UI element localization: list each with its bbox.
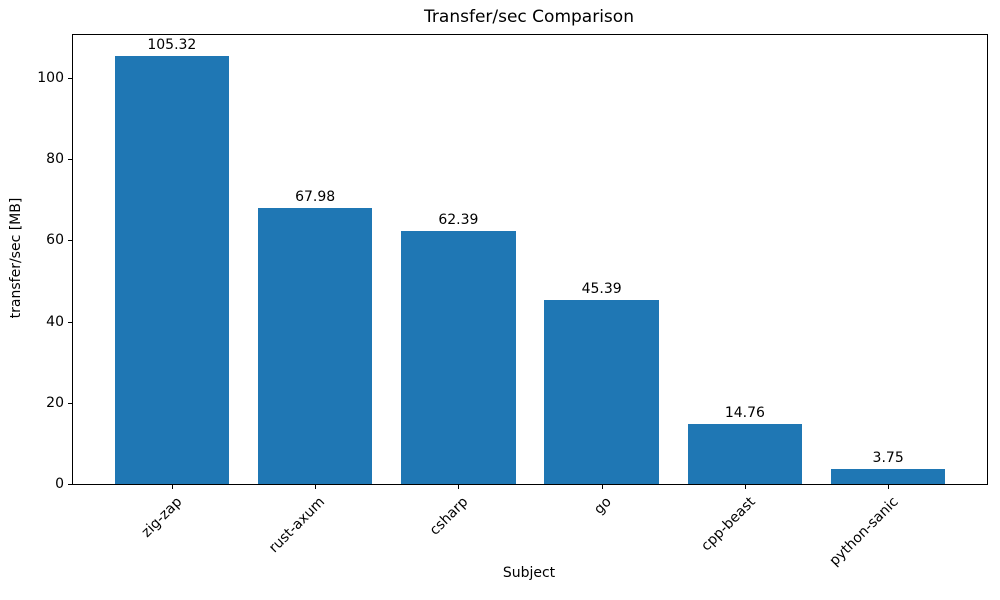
- y-tick-label: 20: [46, 394, 64, 411]
- y-tick-label: 80: [46, 151, 64, 168]
- x-tick-mark: [744, 484, 746, 489]
- x-tick-label-rust-axum: rust-axum: [266, 494, 329, 557]
- x-tick-mark: [171, 484, 173, 489]
- x-tick-label-csharp: csharp: [427, 494, 472, 539]
- bar-value-label: 67.98: [295, 189, 336, 206]
- x-tick-mark: [315, 484, 317, 489]
- y-tick-label: 60: [46, 232, 64, 249]
- y-axis-label: transfer/sec [MB]: [8, 197, 24, 319]
- y-tick-label: 40: [46, 313, 64, 330]
- x-tick-label-python-sanic: python-sanic: [826, 494, 902, 570]
- bar-cpp-beast: [687, 424, 803, 484]
- x-axis-label: Subject: [502, 565, 556, 581]
- bar-rust-axum: [257, 208, 373, 484]
- plot-area: 105.32 zig-zap 67.98 rust-axum 62.39 csharp 45…: [37, 34, 988, 569]
- y-tick-mark: [68, 78, 73, 80]
- y-tick-label: 0: [55, 476, 64, 492]
- bar-zig-zap: [114, 56, 230, 484]
- y-tick-mark: [68, 240, 73, 242]
- x-tick-label-go: go: [591, 494, 615, 518]
- bar-value-label: 14.76: [724, 405, 765, 422]
- bar-python-sanic: [830, 468, 946, 484]
- y-tick-mark: [68, 484, 73, 485]
- bar-go: [544, 299, 659, 484]
- x-tick-mark: [458, 484, 460, 489]
- bar-value-label: 45.39: [581, 280, 622, 297]
- x-tick-label-zig-zap: zig-zap: [138, 494, 186, 541]
- y-tick-mark: [68, 402, 73, 404]
- y-tick-mark: [68, 321, 73, 323]
- chart-title: Transfer/sec Comparison: [424, 7, 634, 27]
- x-tick-label-cpp-beast: cpp-beast: [697, 494, 759, 555]
- bar-csharp: [401, 230, 516, 484]
- x-tick-mark: [888, 484, 890, 489]
- bar-value-label: 62.39: [438, 211, 479, 228]
- y-tick-label: 100: [37, 70, 64, 87]
- bar-value-label: 105.32: [147, 37, 197, 54]
- y-tick-mark: [68, 159, 73, 161]
- x-tick-mark: [601, 484, 603, 489]
- bar-value-label: 3.75: [872, 449, 904, 466]
